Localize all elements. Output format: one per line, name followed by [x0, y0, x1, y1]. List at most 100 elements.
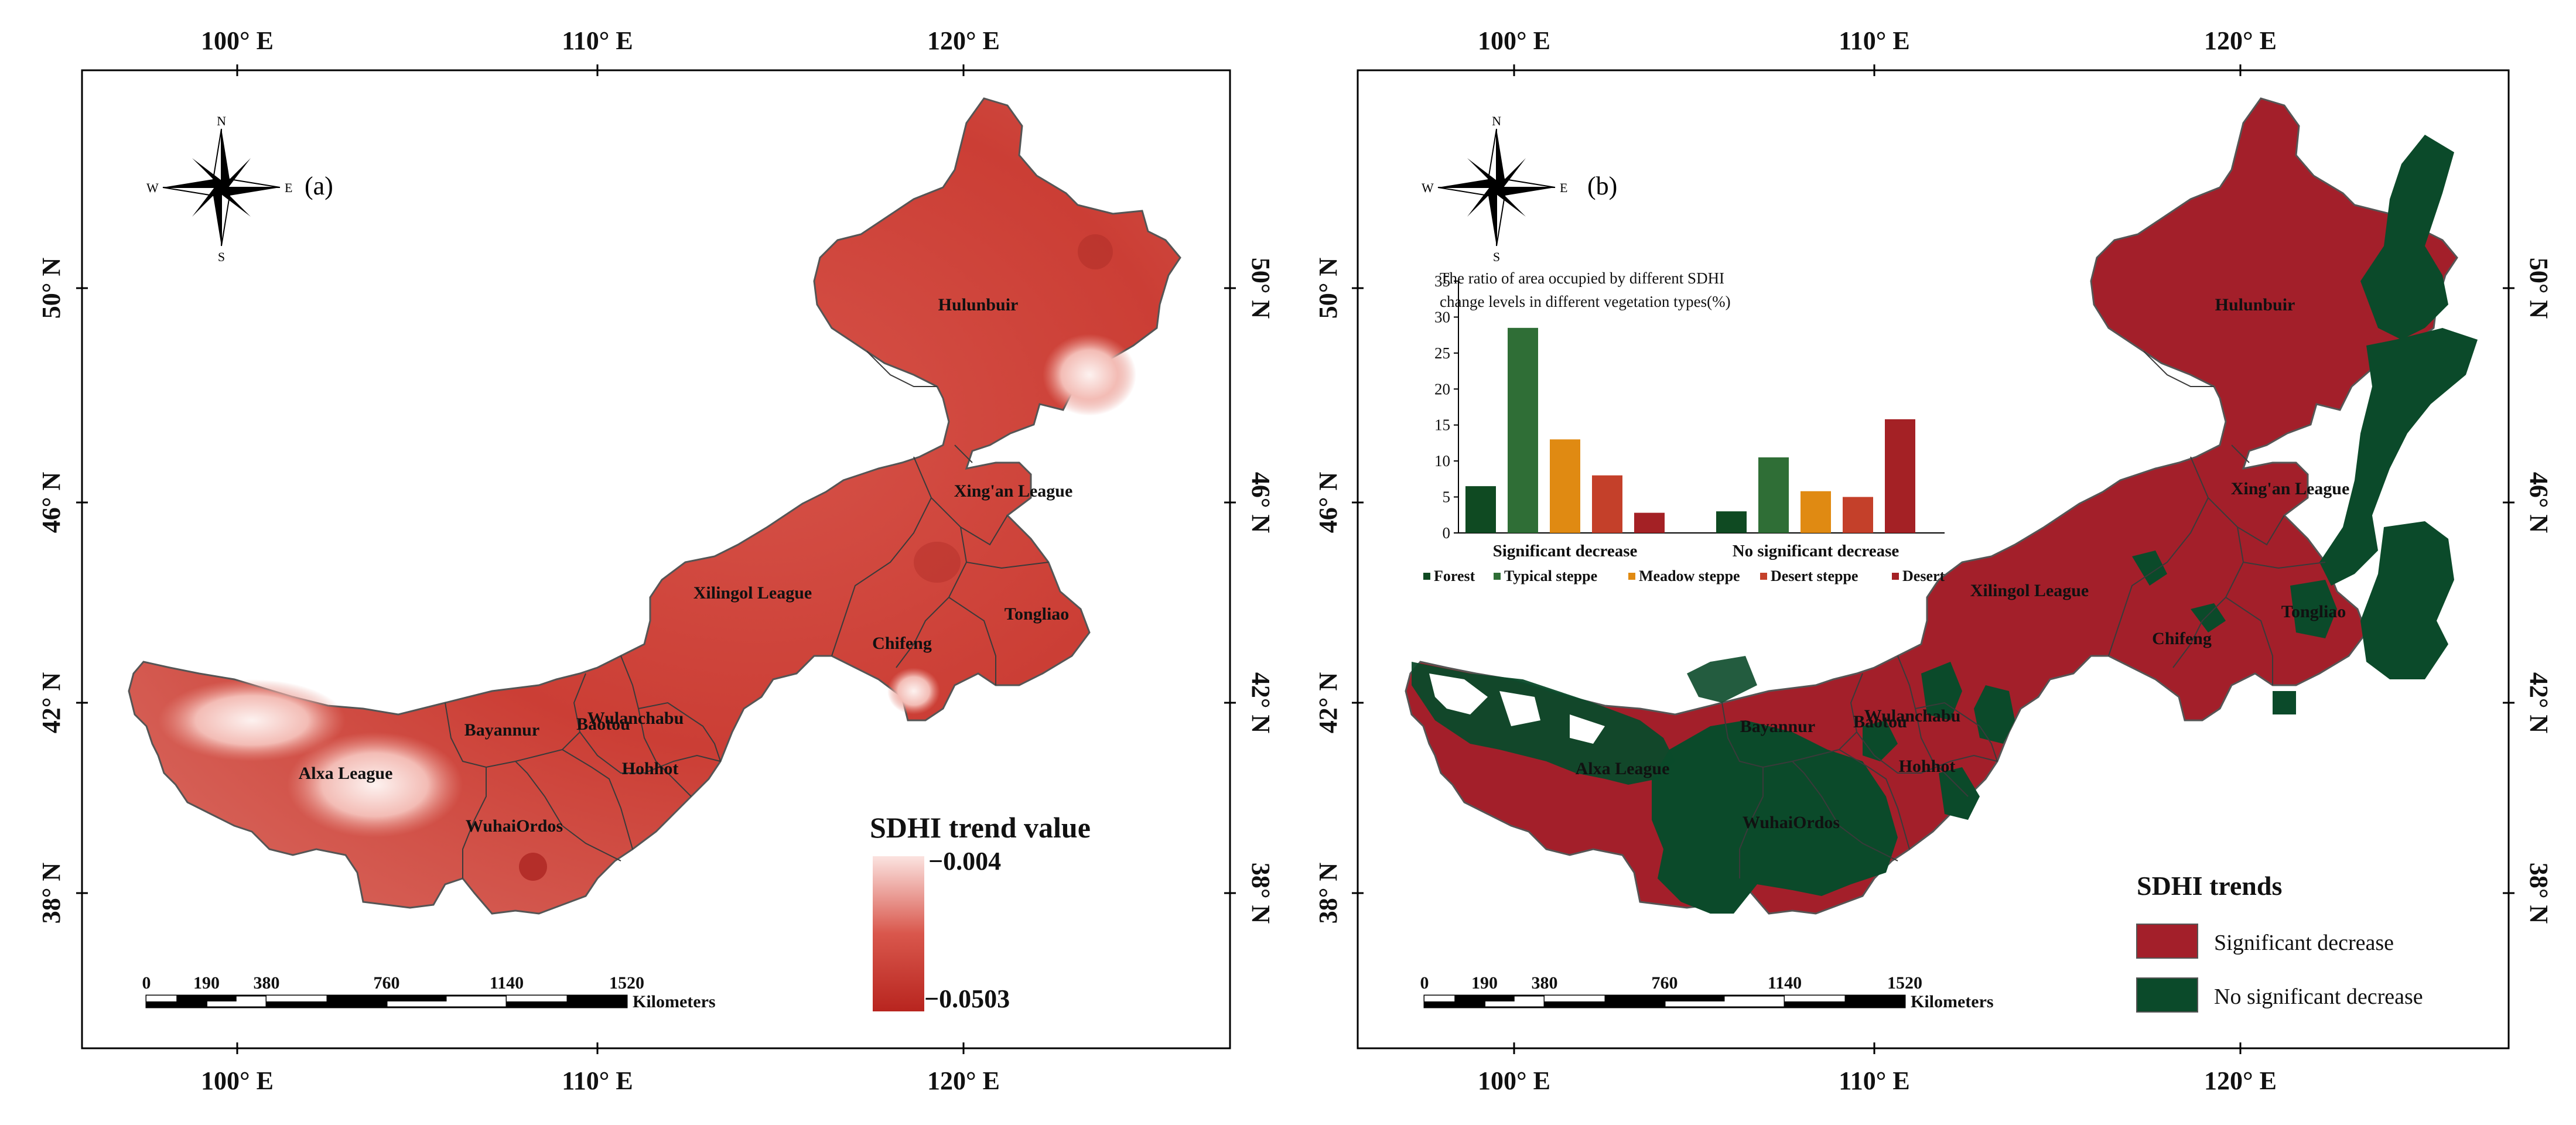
- legend-b-title: SDHI trends: [2137, 871, 2282, 901]
- chart-y-tick-label: 20: [1434, 380, 1450, 398]
- legend-a-max: −0.004: [928, 847, 1001, 876]
- scale-bar-subsegment: [1665, 996, 1725, 1001]
- chart-legend-swatch: [1628, 573, 1635, 580]
- region-label-baotou: Baotou: [576, 714, 630, 734]
- chart-bar: [1465, 486, 1496, 533]
- chart-bar: [1634, 512, 1665, 533]
- chart-legend-swatch: [1423, 573, 1430, 580]
- north-arrow-icon: N S E W: [1422, 114, 1567, 264]
- lat-label-right: 46° N: [2524, 472, 2553, 534]
- lon-label-top: 110° E: [562, 26, 633, 55]
- chart-y-tick-label: 10: [1434, 452, 1450, 470]
- lat-label-left: 46° N: [37, 472, 66, 534]
- chart-category-label: Significant decrease: [1493, 542, 1638, 560]
- panel-b-frame: [1357, 69, 2510, 1049]
- alxa-pale-zone: [287, 732, 463, 837]
- lon-label-top: 100° E: [201, 26, 274, 55]
- panel-b-region-labels: Hulunbuir Xing'an League Xilingol League…: [1576, 295, 2350, 832]
- chart-legend-swatch: [1760, 573, 1767, 580]
- scale-bar-tick-label: 190: [1471, 973, 1498, 993]
- lat-label-right: 42° N: [2524, 672, 2553, 734]
- lon-label-bottom: 110° E: [1839, 1066, 1910, 1095]
- region-label-hohhot: Hohhot: [1899, 757, 1956, 776]
- lon-label-top: 110° E: [1839, 26, 1910, 55]
- compass-s: S: [1493, 249, 1500, 264]
- no-significant-decrease-areas: [1412, 135, 2478, 914]
- scale-bar-subsegment: [1424, 996, 1455, 1001]
- league-boundaries: [1721, 351, 2326, 878]
- lon-label-top: 120° E: [927, 26, 1000, 55]
- region-label-xilingol: Xilingol League: [1970, 581, 2089, 600]
- region-label-wulanchabu: Wulanchabu: [587, 709, 684, 728]
- chart-title-line2: change levels in different vegetation ty…: [1440, 293, 1731, 310]
- scale-bar-tick-label: 760: [374, 973, 400, 993]
- chifeng-pale-zone: [887, 668, 940, 714]
- lon-label-top: 100° E: [1478, 26, 1550, 55]
- lon-label-bottom: 120° E: [2204, 1066, 2277, 1095]
- chart-legend-label: Forest: [1434, 567, 1475, 584]
- legend-b-swatch-nonsignificant: [2136, 977, 2198, 1013]
- chart-y-tick-label: 35: [1434, 272, 1450, 290]
- dark-spot: [914, 542, 961, 583]
- chart-y-tick-label: 30: [1434, 308, 1450, 326]
- panel-a: Hulunbuir Xing'an League Xilingol League…: [37, 26, 1275, 1095]
- lat-label-left: 38° N: [37, 863, 66, 924]
- scale-bar-subsegment: [387, 996, 447, 1001]
- legend-b-label-significant: Significant decrease: [2214, 931, 2394, 955]
- chart-legend-swatch: [1892, 573, 1899, 580]
- panel-b-tick-marks: [1352, 64, 2514, 1054]
- panel-a-frame: [81, 69, 1231, 1049]
- region-label-tongliao: Tongliao: [2281, 602, 2346, 621]
- lat-label-left: 50° N: [37, 258, 66, 319]
- lat-label-right: 46° N: [1246, 472, 1275, 534]
- region-label-baotou: Baotou: [1853, 712, 1907, 731]
- legend-b-label-nonsignificant: No significant decrease: [2214, 984, 2423, 1009]
- region-label-wulanchabu: Wulanchabu: [1864, 706, 1961, 726]
- lat-label-right: 42° N: [1246, 672, 1275, 734]
- panel-b-graticule: 100° E 110° E 120° E 100° E 110° E 120° …: [1314, 26, 2553, 1095]
- region-label-chifeng: Chifeng: [872, 634, 932, 653]
- chart-bar: [1843, 497, 1873, 533]
- lat-label-left: 50° N: [1314, 258, 1342, 319]
- panel-b: Hulunbuir Xing'an League Xilingol League…: [1314, 26, 2553, 1095]
- lat-label-left: 42° N: [37, 672, 66, 734]
- lat-label-left: 42° N: [1314, 672, 1342, 734]
- chart-bar: [1885, 419, 1915, 533]
- chart-legend-label: Typical steppe: [1504, 567, 1597, 584]
- region-label-wuhaiordos: WuhaiOrdos: [1743, 813, 1840, 832]
- lon-label-bottom: 120° E: [927, 1066, 1000, 1095]
- panel-b-legend: SDHI trends Significant decrease No sign…: [2136, 871, 2423, 1013]
- region-label-xingan: Xing'an League: [2231, 479, 2350, 498]
- panel-a-graticule: 100° E 110° E 120° E 100° E 110° E 120° …: [37, 26, 1275, 1095]
- chart-legend-label: Meadow steppe: [1639, 567, 1740, 584]
- chart-plot-area: 0 5 10 15 20 25 30 35 Significant decrease No sig…: [1423, 272, 1945, 584]
- lat-label-left: 38° N: [1314, 863, 1342, 924]
- chart-category-label: No significant decrease: [1733, 542, 1899, 560]
- compass-e: E: [1560, 180, 1567, 195]
- lon-label-top: 120° E: [2204, 26, 2277, 55]
- chart-bar: [1550, 439, 1580, 533]
- scale-bar-tick-label: 1140: [1768, 973, 1802, 993]
- scale-bar-subsegment: [267, 996, 327, 1001]
- chart-bar: [1758, 457, 1789, 533]
- scale-bar-tick-label: 380: [1532, 973, 1558, 993]
- compass-n: N: [1492, 114, 1501, 128]
- scale-bar-tick-label: 0: [142, 973, 151, 993]
- chart-bar: [1801, 491, 1831, 533]
- lon-label-bottom: 100° E: [201, 1066, 274, 1095]
- chart-legend-label: Desert steppe: [1771, 567, 1858, 584]
- scale-bar-subsegment: [1545, 996, 1605, 1001]
- hulunbuir-pale-zone: [1043, 334, 1136, 416]
- region-label-xingan: Xing'an League: [954, 481, 1073, 501]
- compass-w: W: [1422, 180, 1434, 195]
- region-label-xilingol: Xilingol League: [693, 583, 812, 603]
- region-label-alxa: Alxa League: [1576, 759, 1670, 778]
- league-boundaries: [445, 351, 1049, 878]
- scale-bar-subsegment: [206, 996, 237, 1001]
- region-label-wuhaiordos: WuhaiOrdos: [466, 816, 563, 836]
- chart-y-tick-label: 5: [1443, 488, 1451, 506]
- panel-a-map: [128, 97, 1181, 915]
- chart-y-tick-label: 15: [1434, 416, 1450, 434]
- chart-title-line1: The ratio of area occupied by different …: [1440, 269, 1724, 287]
